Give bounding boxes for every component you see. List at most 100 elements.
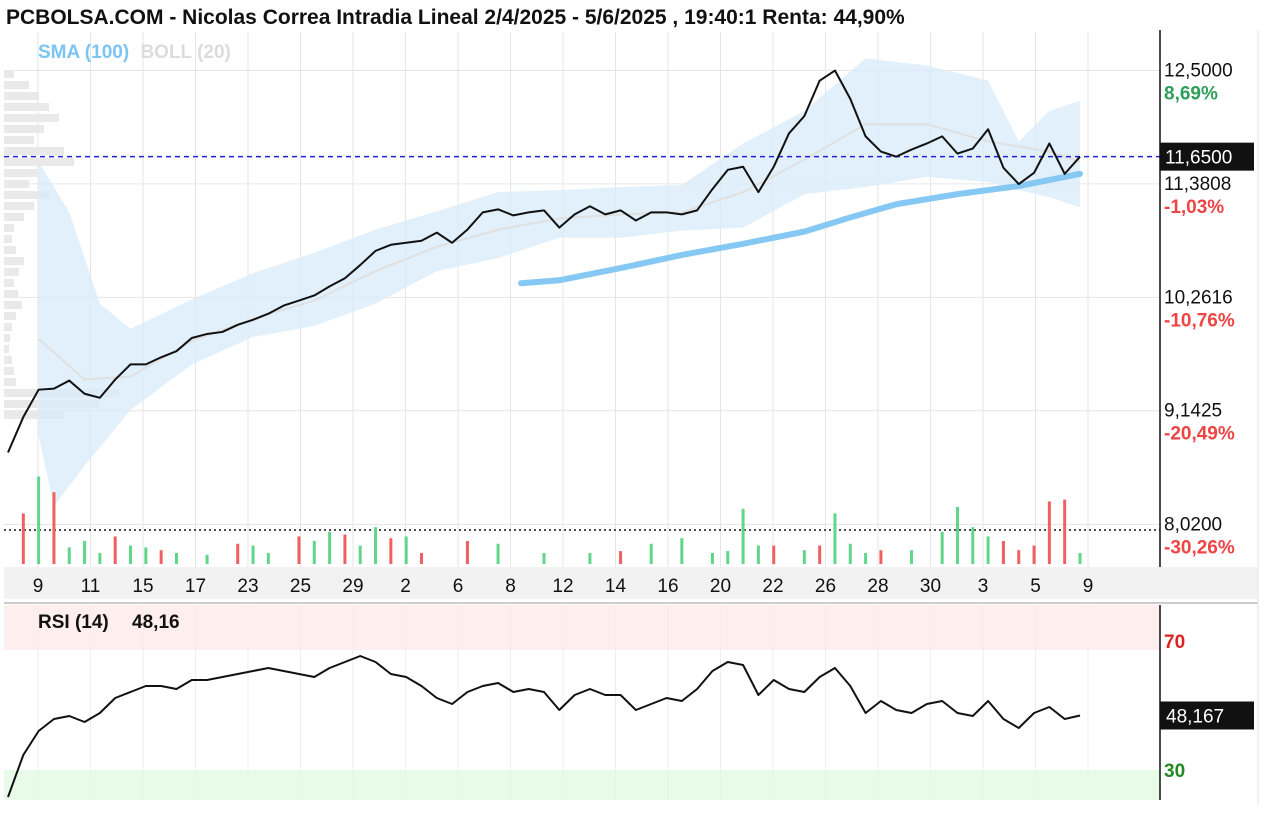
volume-profile-bar xyxy=(4,235,12,243)
volume-profile-bar xyxy=(4,103,49,111)
x-tick-label: 26 xyxy=(815,576,836,597)
x-tick-label: 25 xyxy=(290,576,311,597)
volume-bar xyxy=(879,550,883,564)
volume-bar xyxy=(1047,501,1051,564)
rsi-last-value: 48,16 xyxy=(132,612,180,633)
x-tick-label: 15 xyxy=(132,576,153,597)
volume-profile-bar xyxy=(4,345,9,353)
volume-bar xyxy=(986,536,990,564)
price-line xyxy=(7,69,1081,453)
volume-bar xyxy=(236,543,240,564)
legend-boll: BOLL (20) xyxy=(140,42,231,63)
y-tick-pct: 8,69% xyxy=(1164,84,1218,105)
x-tick-label: 3 xyxy=(978,576,989,597)
y-tick-label: 10,2616 xyxy=(1164,287,1233,308)
volume-profile-bar xyxy=(4,356,12,364)
last-price-badge xyxy=(1160,142,1254,171)
volume-profile-bar xyxy=(4,180,29,188)
rsi-level-30: 30 xyxy=(1164,761,1185,782)
x-tick-label: 22 xyxy=(762,576,783,597)
volume-profile-bar xyxy=(4,70,14,78)
volume-bar xyxy=(419,552,423,564)
rsi-legend: RSI (14) 48,16 xyxy=(38,612,180,634)
x-tick-label: 12 xyxy=(552,576,573,597)
bollinger-band xyxy=(38,58,1081,507)
volume-bar xyxy=(848,543,852,564)
volume-bar xyxy=(1001,541,1005,564)
chart-title: PCBOLSA.COM - Nicolas Correa Intradia Li… xyxy=(6,6,905,29)
volume-bar xyxy=(1078,552,1082,564)
volume-bar xyxy=(374,527,378,564)
volume-profile-bar xyxy=(4,411,64,419)
x-tick-label: 17 xyxy=(185,576,206,597)
volume-bar xyxy=(37,476,41,564)
x-tick-label: 5 xyxy=(1030,576,1041,597)
x-tick-label: 16 xyxy=(657,576,678,597)
volume-profile-bar xyxy=(4,257,24,265)
volume-bar xyxy=(940,531,944,564)
volume-bar xyxy=(312,541,316,564)
volume-bar xyxy=(756,545,760,564)
volume-bar xyxy=(649,543,653,564)
volume-bar xyxy=(297,536,301,564)
x-tick-label: 20 xyxy=(710,576,731,597)
volume-bar xyxy=(98,552,102,564)
volume-bar xyxy=(52,492,56,564)
x-tick-label: 28 xyxy=(867,576,888,597)
volume-bar xyxy=(404,536,408,564)
volume-profile-bar xyxy=(4,334,10,342)
y-tick-pct: -30,26% xyxy=(1164,537,1235,558)
volume-bar xyxy=(741,508,745,564)
volume-profile-bar xyxy=(4,323,12,331)
volume-profile-bar xyxy=(4,378,16,386)
y-tick-label: 12,5000 xyxy=(1164,61,1233,82)
y-tick-label: 11,3808 xyxy=(1164,174,1231,195)
volume-profile-bar xyxy=(4,92,39,100)
x-tick-label: 30 xyxy=(920,576,941,597)
legend-sma: SMA (100) xyxy=(38,42,130,63)
volume-bar xyxy=(159,550,163,564)
rsi-level-70: 70 xyxy=(1164,632,1185,653)
volume-bar xyxy=(144,547,148,564)
volume-bar xyxy=(328,531,332,564)
volume-bar xyxy=(971,527,975,564)
volume-bar xyxy=(389,538,393,564)
volume-bar xyxy=(343,534,347,564)
y-tick-label: 8,0200 xyxy=(1164,514,1222,535)
y-tick-pct: -1,03% xyxy=(1164,197,1224,218)
volume-profile-bar xyxy=(4,81,29,89)
y-tick-pct: -20,49% xyxy=(1164,424,1235,445)
volume-bar xyxy=(129,545,133,564)
legend: SMA (100) BOLL (20) xyxy=(38,42,231,64)
x-tick-label: 9 xyxy=(33,576,44,597)
volume-profile-bar xyxy=(4,125,44,133)
xaxis-band xyxy=(4,567,1258,599)
x-tick-label: 14 xyxy=(605,576,627,597)
volume-bar xyxy=(955,506,959,564)
bollinger-mid-line xyxy=(37,123,1081,381)
volume-profile-bar xyxy=(4,191,49,199)
volume-bar xyxy=(619,551,623,564)
volume-profile-bar xyxy=(4,114,59,122)
volume-bar xyxy=(542,552,546,564)
x-tick-label: 9 xyxy=(1083,576,1094,597)
x-tick-label: 23 xyxy=(237,576,258,597)
volume-profile-bar xyxy=(4,290,18,298)
rsi-line xyxy=(7,655,1081,798)
volume-bar xyxy=(358,545,362,564)
volume-bar xyxy=(67,547,71,564)
volume-profile-bar xyxy=(4,268,19,276)
rsi-title: RSI (14) xyxy=(38,612,109,633)
x-tick-label: 6 xyxy=(453,576,464,597)
volume-bar xyxy=(833,513,837,564)
x-tick-label: 2 xyxy=(400,576,411,597)
volume-profile-bar xyxy=(4,279,14,287)
volume-bar xyxy=(1017,550,1021,564)
volume-bar xyxy=(864,552,868,564)
volume-bar xyxy=(205,554,209,564)
rsi-overbought-zone xyxy=(4,605,1160,650)
last-price-label: 11,6500 xyxy=(1165,148,1232,169)
volume-bar xyxy=(251,545,255,564)
volume-bar xyxy=(588,552,592,564)
